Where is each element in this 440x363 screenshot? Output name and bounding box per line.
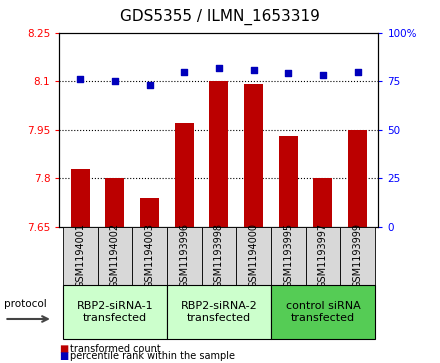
Bar	[271, 285, 375, 339]
Bar	[306, 227, 340, 285]
Text: GSM1193998: GSM1193998	[214, 223, 224, 289]
Text: protocol: protocol	[4, 299, 47, 309]
Point	[354, 69, 361, 74]
Text: RBP2-siRNA-2
transfected: RBP2-siRNA-2 transfected	[180, 301, 257, 323]
Bar	[63, 227, 98, 285]
Point	[181, 69, 188, 74]
Point	[111, 78, 118, 84]
Bar	[98, 227, 132, 285]
Bar	[132, 227, 167, 285]
Bar	[313, 178, 333, 227]
Text: percentile rank within the sample: percentile rank within the sample	[70, 351, 235, 362]
Point	[250, 67, 257, 73]
Bar	[271, 227, 306, 285]
Text: ■: ■	[59, 351, 69, 362]
Bar	[167, 285, 271, 339]
Bar	[348, 130, 367, 227]
Text: ■: ■	[59, 344, 69, 354]
Bar	[244, 85, 263, 227]
Bar	[340, 227, 375, 285]
Text: control siRNA
transfected: control siRNA transfected	[286, 301, 360, 323]
Bar	[140, 198, 159, 227]
Point	[77, 76, 84, 82]
Bar	[105, 178, 125, 227]
Text: RBP2-siRNA-1
transfected: RBP2-siRNA-1 transfected	[77, 301, 153, 323]
Point	[146, 82, 153, 88]
Bar	[175, 123, 194, 227]
Text: GSM1194002: GSM1194002	[110, 223, 120, 289]
Point	[216, 65, 223, 70]
Bar	[279, 136, 298, 227]
Text: GDS5355 / ILMN_1653319: GDS5355 / ILMN_1653319	[120, 9, 320, 25]
Text: GSM1194003: GSM1194003	[145, 223, 154, 289]
Text: GSM1194000: GSM1194000	[249, 223, 259, 289]
Text: GSM1194001: GSM1194001	[75, 223, 85, 289]
Bar	[71, 169, 90, 227]
Bar	[167, 227, 202, 285]
Text: GSM1193999: GSM1193999	[352, 223, 363, 289]
Point	[285, 70, 292, 76]
Text: GSM1193996: GSM1193996	[179, 223, 189, 289]
Text: transformed count: transformed count	[70, 344, 160, 354]
Bar	[209, 81, 228, 227]
Bar	[236, 227, 271, 285]
Point	[319, 73, 326, 78]
Text: GSM1193997: GSM1193997	[318, 223, 328, 289]
Bar	[63, 285, 167, 339]
Text: GSM1193995: GSM1193995	[283, 223, 293, 289]
Bar	[202, 227, 236, 285]
